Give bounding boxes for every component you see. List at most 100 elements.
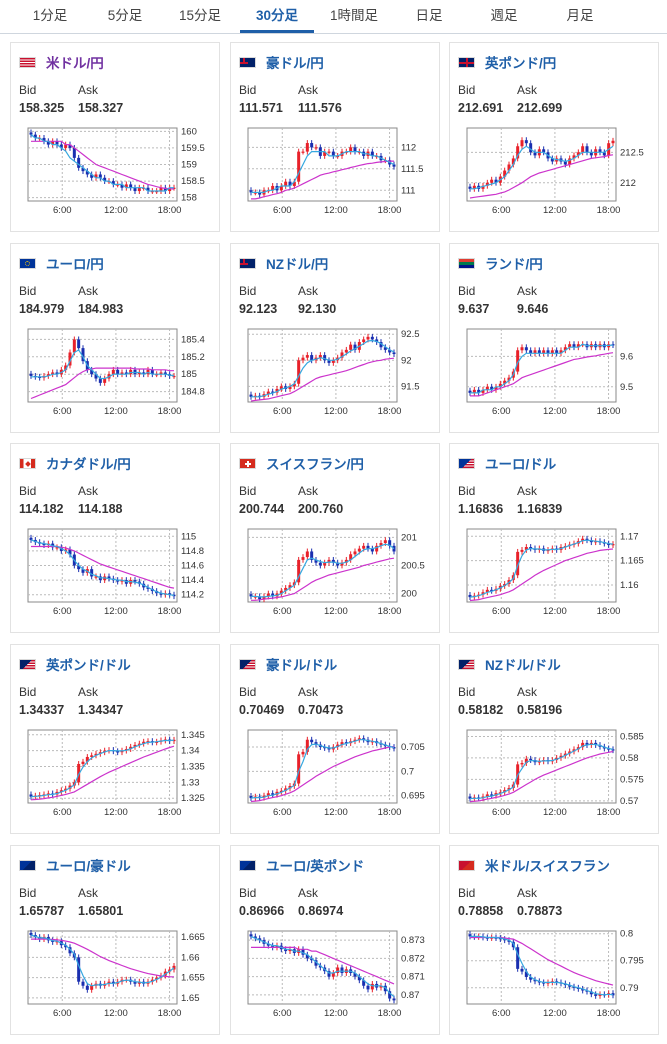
pair-name[interactable]: 英ポンド/円 [485, 56, 557, 71]
tab-5min[interactable]: 5分足 [107, 8, 143, 23]
candle-body [275, 945, 279, 948]
candle-body [305, 954, 309, 959]
y-tick-label: 1.66 [181, 952, 200, 963]
moving-average-long [251, 946, 395, 985]
pair-link[interactable]: ユーロ/豪ドル [19, 856, 131, 874]
flag-icon [458, 257, 475, 269]
rate-card[interactable]: NZドル/円 Bid Ask 92.123 92.130 6:00 12:00 18:00 92… [230, 243, 440, 433]
rate-card[interactable]: ユーロ/豪ドル Bid Ask 1.65787 1.65801 6:00 12:00 18:0… [10, 845, 220, 1035]
pair-name[interactable]: NZドル/円 [266, 257, 329, 272]
candle-body [323, 151, 327, 156]
rate-card[interactable]: 米ドル/スイスフラン Bid Ask 0.78858 0.78873 6:00 12:00 1… [449, 845, 659, 1035]
tab-15min[interactable]: 15分足 [178, 8, 222, 23]
pair-name[interactable]: 豪ドル/円 [266, 56, 324, 71]
candle-body [537, 350, 541, 354]
rate-card[interactable]: ランド/円 Bid Ask 9.637 9.646 6:00 12:00 18:00 9.6 9.… [449, 243, 659, 433]
x-tick-label: 6:00 [53, 606, 72, 617]
tab-1hour[interactable]: 1時間足 [329, 8, 378, 23]
rate-card[interactable]: ユーロ/英ポンド Bid Ask 0.86966 0.86974 6:00 12:00 18:… [230, 845, 440, 1035]
rate-card[interactable]: 豪ドル/円 Bid Ask 111.571 111.576 6:00 12:00 18:00 1… [230, 42, 440, 232]
candle-body [585, 742, 589, 746]
candle-body [379, 342, 383, 348]
pair-link[interactable]: ランド/円 [458, 254, 543, 272]
pair-name[interactable]: ユーロ/豪ドル [46, 859, 131, 874]
rate-card[interactable]: 米ドル/円 Bid Ask 158.325 158.327 6:00 12:00 18:00 1… [10, 42, 220, 232]
pair-name[interactable]: カナダドル/円 [46, 457, 131, 472]
y-tick-label: 114.6 [181, 561, 204, 572]
candle-body [137, 372, 141, 375]
candle-body [524, 347, 528, 351]
rate-card[interactable]: ユーロ/円 Bid Ask 184.979 184.983 6:00 12:00 18:00 1… [10, 243, 220, 433]
rate-card[interactable]: カナダドル/円 Bid Ask 114.182 114.188 6:00 12:00 18:0… [10, 443, 220, 633]
pair-name[interactable]: 英ポンド/ドル [46, 658, 131, 673]
candle-body [392, 998, 396, 1001]
x-tick-label: 18:00 [597, 807, 621, 818]
y-tick-label: 1.665 [181, 932, 205, 943]
pair-name[interactable]: 米ドル/円 [46, 56, 104, 71]
flag-icon [19, 257, 36, 269]
pair-link[interactable]: 豪ドル/円 [239, 53, 324, 71]
pair-name[interactable]: ユーロ/円 [46, 257, 104, 272]
plot-frame [247, 528, 398, 603]
candle-body [507, 377, 511, 381]
x-tick-label: 12:00 [104, 606, 128, 617]
candle-body [292, 383, 296, 387]
flag-icon [19, 457, 36, 469]
pair-link[interactable]: NZドル/円 [239, 254, 328, 272]
moving-average-long [470, 352, 614, 397]
pair-link[interactable]: ユーロ/英ポンド [239, 856, 364, 874]
candle-body [370, 548, 374, 552]
rate-card[interactable]: 英ポンド/ドル Bid Ask 1.34337 1.34347 6:00 12:00 18:0… [10, 644, 220, 834]
candle-body [357, 548, 361, 552]
tab-weekly[interactable]: 週足 [490, 8, 518, 23]
candle-body [305, 355, 309, 358]
pair-name[interactable]: 米ドル/スイスフラン [485, 859, 610, 874]
candle-body [327, 559, 331, 563]
rate-chart: 6:00 12:00 18:00 9.6 9.5 [466, 328, 633, 417]
candle-body [288, 386, 292, 389]
candle-body [379, 543, 383, 546]
rate-card[interactable]: NZドル/ドル Bid Ask 0.58182 0.58196 6:00 12:00 18:0… [449, 644, 659, 834]
pair-link[interactable]: 豪ドル/ドル [239, 655, 337, 673]
rate-chart: 6:00 12:00 18:00 1.17 1.165 1.16 [466, 528, 644, 617]
rate-card[interactable]: 豪ドル/ドル Bid Ask 0.70469 0.70473 6:00 12:00 18:00… [230, 644, 440, 834]
rate-card[interactable]: ユーロ/ドル Bid Ask 1.16836 1.16839 6:00 12:00 18:00… [449, 443, 659, 633]
pair-link[interactable]: 米ドル/スイスフラン [458, 856, 610, 874]
pair-link[interactable]: NZドル/ドル [458, 655, 561, 673]
pair-name[interactable]: スイスフラン/円 [266, 457, 364, 472]
tab-1min[interactable]: 1分足 [32, 8, 68, 23]
y-tick-label: 1.655 [181, 973, 205, 984]
rate-card[interactable]: スイスフラン/円 Bid Ask 200.744 200.760 6:00 12:00 18:… [230, 443, 440, 633]
pair-link[interactable]: スイスフラン/円 [239, 454, 364, 472]
candle-body [598, 149, 602, 153]
pair-link[interactable]: ユーロ/円 [19, 254, 104, 272]
tab-monthly[interactable]: 月足 [566, 8, 594, 23]
pair-link[interactable]: 英ポンド/ドル [19, 655, 131, 673]
pair-link[interactable]: 英ポンド/円 [458, 53, 556, 71]
ask-value: 0.58196 [517, 703, 563, 717]
candle-body [46, 141, 50, 145]
ask-value: 0.78873 [517, 904, 563, 918]
ask-value: 114.188 [78, 502, 123, 516]
tab-daily[interactable]: 日足 [415, 8, 443, 23]
pair-name[interactable]: ランド/円 [485, 257, 543, 272]
candle-body [563, 161, 567, 165]
pair-link[interactable]: 米ドル/円 [19, 53, 104, 71]
x-tick-label: 18:00 [158, 1008, 182, 1019]
candle-body [59, 790, 63, 792]
y-tick-label: 1.335 [181, 762, 205, 773]
moving-average-short [470, 935, 614, 996]
pair-name[interactable]: ユーロ/ドル [485, 457, 557, 472]
tab-30min[interactable]: 30分足 [240, 0, 314, 33]
rate-card[interactable]: 英ポンド/円 Bid Ask 212.691 212.699 6:00 12:00 18:00… [449, 42, 659, 232]
candle-body [494, 179, 498, 183]
bid-label: Bid [19, 886, 37, 900]
pair-link[interactable]: ユーロ/ドル [458, 454, 556, 472]
candle-body [249, 795, 253, 799]
pair-link[interactable]: カナダドル/円 [19, 454, 131, 472]
pair-name[interactable]: ユーロ/英ポンド [266, 859, 365, 874]
pair-name[interactable]: 豪ドル/ドル [266, 658, 338, 673]
pair-name[interactable]: NZドル/ドル [485, 658, 561, 673]
y-tick-label: 1.33 [181, 777, 200, 788]
candle-body [581, 538, 585, 542]
